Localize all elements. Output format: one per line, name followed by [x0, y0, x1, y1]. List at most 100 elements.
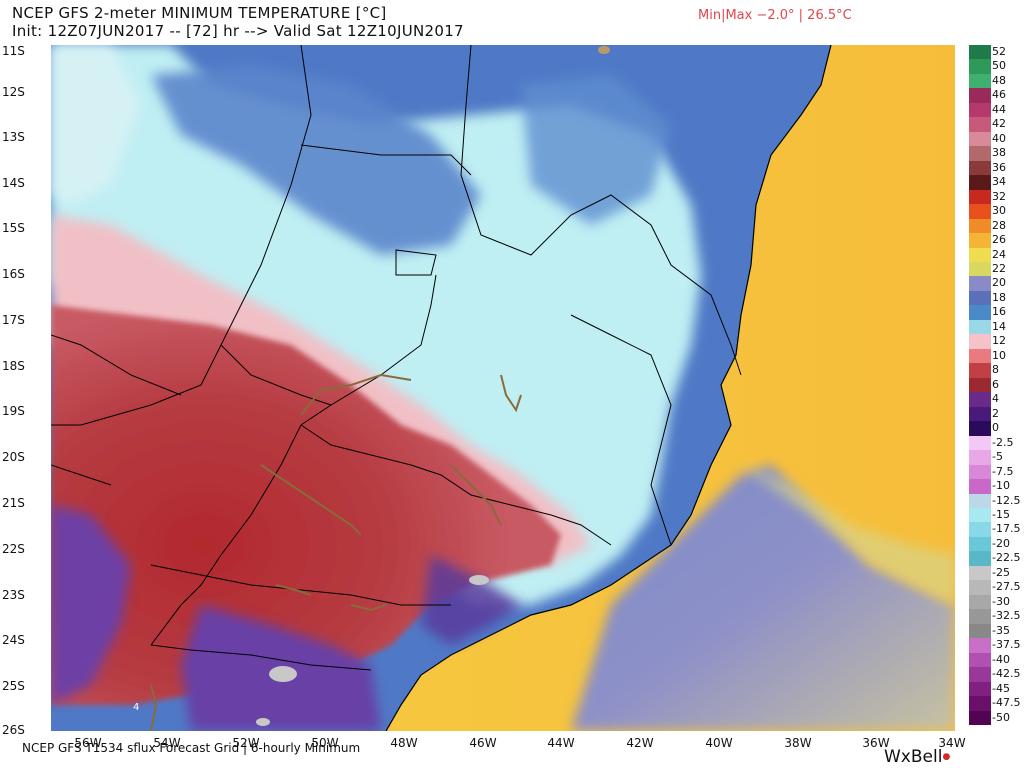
color-scale-swatch	[969, 363, 991, 379]
color-scale-swatch	[969, 522, 991, 538]
color-scale-label: -50	[992, 710, 1010, 724]
color-scale-swatch	[969, 594, 991, 610]
lat-label: 12S	[2, 85, 25, 99]
color-scale-swatch	[969, 536, 991, 552]
lat-label: 18S	[2, 359, 25, 373]
color-scale-swatch	[969, 479, 991, 494]
color-scale-label: 12	[992, 334, 1006, 348]
north-blue-patch	[151, 65, 481, 255]
lat-label: 17S	[2, 313, 25, 327]
color-scale-label: 44	[992, 102, 1006, 116]
color-scale-label: 32	[992, 189, 1006, 203]
color-scale-label: 48	[992, 73, 1006, 87]
color-scale-label: -20	[992, 536, 1010, 550]
grey-speck-1	[269, 666, 297, 682]
lon-label: 38W	[784, 736, 812, 750]
lat-label: 20S	[2, 450, 25, 464]
grey-speck-2	[469, 575, 489, 585]
lon-label: 34W	[938, 736, 966, 750]
init-valid-line: Init: 12Z07JUN2017 -- [72] hr --> Valid …	[12, 22, 464, 40]
color-scale-label: 50	[992, 59, 1006, 73]
lat-label: 23S	[2, 588, 25, 602]
color-scale-swatch	[969, 406, 991, 422]
purple-coast	[421, 555, 521, 645]
color-scale-label: 4	[992, 392, 999, 406]
color-scale-swatch	[969, 710, 991, 726]
color-scale-swatch	[969, 464, 991, 480]
color-scale-label: 16	[992, 305, 1006, 319]
color-scale-label: 36	[992, 160, 1006, 174]
color-scale-label: 38	[992, 146, 1006, 160]
lon-label: 54W	[153, 736, 181, 750]
color-scale-label: 42	[992, 117, 1006, 131]
color-scale-swatch	[969, 73, 991, 89]
color-scale-swatch	[969, 565, 991, 581]
color-scale-swatch	[969, 88, 991, 104]
state-borders	[51, 45, 742, 671]
color-scale-swatch	[969, 551, 991, 567]
logo-dot-icon: ●	[942, 752, 951, 762]
color-scale-label: 6	[992, 377, 999, 391]
color-scale-label: 28	[992, 218, 1006, 232]
color-scale-swatch	[969, 276, 991, 292]
wxbell-logo: WxBell●	[884, 747, 950, 767]
color-scale-swatch	[969, 218, 991, 234]
lon-label: 42W	[626, 736, 654, 750]
color-scale-label: -10	[992, 479, 1010, 493]
color-scale-bar	[969, 45, 991, 726]
grey-speck-3	[256, 718, 270, 726]
color-scale-swatch	[969, 175, 991, 191]
color-scale-label: 24	[992, 247, 1006, 261]
color-scale-swatch	[969, 623, 991, 639]
coastline	[385, 45, 832, 731]
color-scale-swatch	[969, 160, 991, 176]
lon-label: 52W	[232, 736, 260, 750]
color-scale-label: 30	[992, 204, 1006, 218]
lat-label: 26S	[2, 723, 25, 737]
color-scale-swatch	[969, 117, 991, 133]
color-scale-swatch	[969, 348, 991, 364]
color-scale-label: 0	[992, 421, 999, 435]
color-scale-label: -42.5	[992, 667, 1021, 681]
color-scale-label: -7.5	[992, 464, 1014, 478]
purple-southwest	[51, 505, 131, 705]
color-scale-label: -27.5	[992, 580, 1021, 594]
color-scale-label: -30	[992, 594, 1010, 608]
color-scale-swatch	[969, 392, 991, 408]
color-scale-swatch	[969, 652, 991, 668]
color-scale-label: 14	[992, 319, 1006, 333]
color-scale-label: 22	[992, 262, 1006, 276]
lat-label: 11S	[2, 44, 25, 58]
color-scale-label: -17.5	[992, 522, 1021, 536]
color-scale-label: 46	[992, 88, 1006, 102]
color-scale-label: 10	[992, 348, 1006, 362]
color-scale-swatch	[969, 305, 991, 321]
lon-label: 46W	[469, 736, 497, 750]
color-scale-swatch	[969, 102, 991, 118]
color-scale-label: -40	[992, 652, 1010, 666]
northwest-light-patch	[51, 45, 141, 205]
color-scale-swatch	[969, 493, 991, 509]
lat-label: 24S	[2, 633, 25, 647]
temperature-map[interactable]	[51, 45, 955, 731]
lon-label: 50W	[311, 736, 339, 750]
color-scale-label: 26	[992, 233, 1006, 247]
lon-label: 56W	[74, 736, 102, 750]
color-scale-label: 52	[992, 45, 1006, 58]
logo-text: WxBell	[884, 747, 943, 767]
lat-label: 15S	[2, 221, 25, 235]
color-scale-swatch	[969, 580, 991, 596]
color-scale-swatch	[969, 189, 991, 205]
color-scale-swatch	[969, 334, 991, 350]
lon-label: 44W	[547, 736, 575, 750]
lat-label: 13S	[2, 130, 25, 144]
color-scale-label: -25	[992, 565, 1010, 579]
inland-marker-label: 4	[133, 702, 140, 713]
color-scale-swatch	[969, 247, 991, 263]
color-scale-swatch	[969, 290, 991, 306]
lat-label: 22S	[2, 542, 25, 556]
color-scale-swatch	[969, 667, 991, 683]
lon-label: 48W	[390, 736, 418, 750]
color-scale-swatch	[969, 45, 991, 60]
color-scale-swatch	[969, 638, 991, 654]
